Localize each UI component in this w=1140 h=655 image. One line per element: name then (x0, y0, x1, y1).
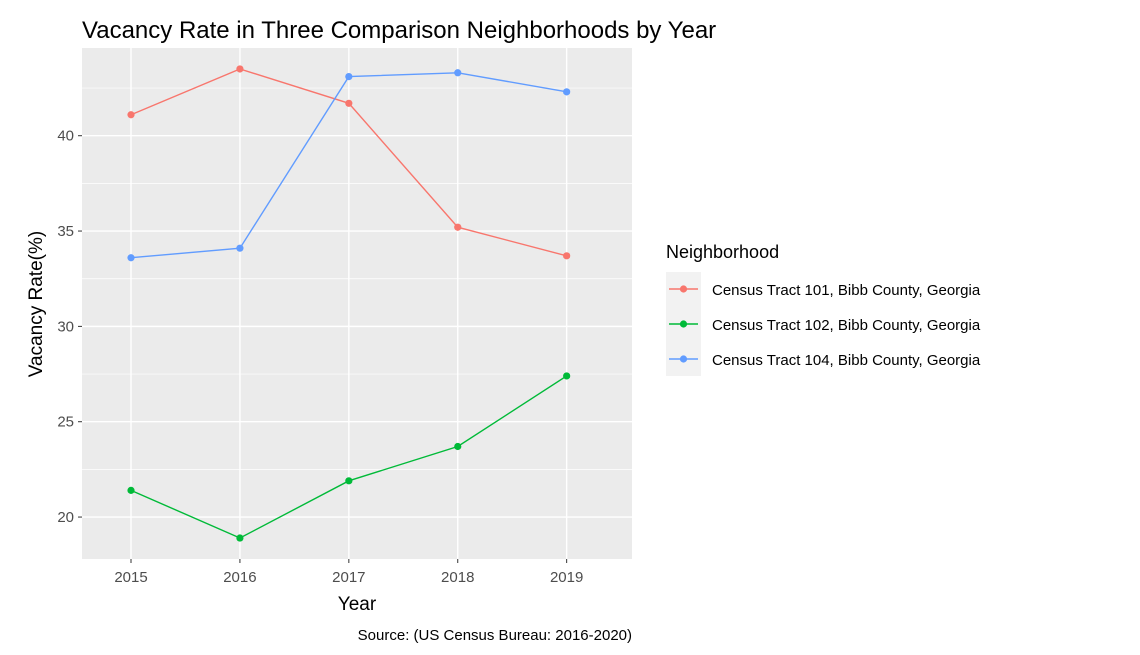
legend-key-point (679, 355, 688, 363)
data-point (345, 477, 353, 485)
data-point (345, 99, 353, 107)
grid-lines (82, 48, 632, 559)
legend-label: Census Tract 102, Bibb County, Georgia (712, 317, 981, 334)
data-point (345, 73, 353, 81)
data-point (563, 88, 571, 96)
data-point (127, 254, 135, 262)
data-point (236, 244, 244, 252)
data-point (454, 223, 462, 231)
x-tick-label: 2016 (223, 569, 256, 586)
y-tick-label: 40 (57, 128, 74, 145)
data-point (563, 252, 571, 260)
plot-panel (82, 48, 632, 559)
data-point (236, 534, 244, 542)
legend-key-point (679, 320, 688, 328)
data-point (454, 69, 462, 77)
x-axis-ticks: 2015 2016 2017 2018 2019 (114, 559, 583, 586)
x-tick-label: 2017 (332, 569, 365, 586)
y-axis-ticks: 20 25 30 35 40 (57, 128, 82, 526)
x-tick-label: 2015 (114, 569, 147, 586)
data-point (127, 486, 135, 494)
y-tick-label: 20 (57, 509, 74, 526)
data-point (454, 442, 462, 451)
legend: Neighborhood Census Tract 101, Bibb Coun… (666, 242, 981, 376)
y-axis-title: Vacancy Rate(%) (26, 231, 47, 377)
x-tick-label: 2018 (441, 569, 474, 586)
data-point (236, 65, 244, 73)
x-tick-label: 2019 (550, 569, 583, 586)
legend-items: Census Tract 101, Bibb County, Georgia Ce… (669, 282, 981, 369)
y-tick-label: 35 (57, 223, 74, 240)
data-point (563, 372, 571, 380)
legend-key-point (679, 285, 688, 293)
legend-title: Neighborhood (666, 242, 779, 262)
y-tick-label: 25 (57, 414, 74, 431)
legend-label: Census Tract 104, Bibb County, Georgia (712, 352, 981, 369)
series-points (127, 65, 571, 542)
chart-title: Vacancy Rate in Three Comparison Neighbo… (82, 17, 716, 44)
x-axis-title: Year (338, 594, 377, 615)
chart-caption: Source: (US Census Bureau: 2016-2020) (358, 627, 632, 644)
y-tick-label: 30 (57, 318, 74, 335)
legend-label: Census Tract 101, Bibb County, Georgia (712, 282, 981, 299)
data-point (127, 111, 135, 119)
